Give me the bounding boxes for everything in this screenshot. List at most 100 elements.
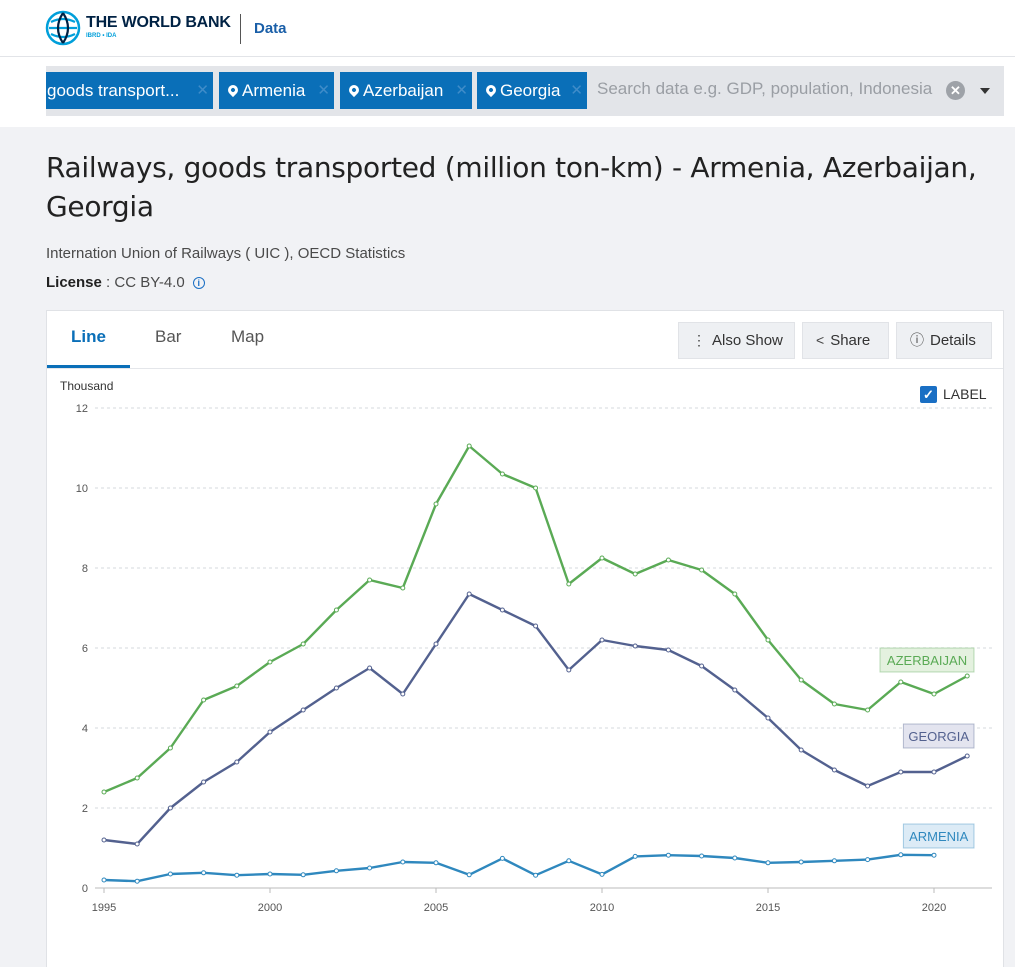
brand-subtitle: IBRD • IDA bbox=[86, 33, 117, 39]
chart-tabbar: Line Bar Map ⋮ Also Show < Share ⓘ Details bbox=[47, 311, 1003, 369]
series-label-box bbox=[902, 723, 975, 749]
y-axis-unit-label: Thousand bbox=[60, 379, 114, 393]
series-line-azerbaijan bbox=[103, 444, 968, 794]
data-section-link[interactable]: Data bbox=[254, 20, 287, 37]
data-point bbox=[898, 679, 904, 685]
data-point bbox=[798, 859, 804, 865]
label-checkbox[interactable]: ✓ bbox=[920, 386, 937, 403]
data-point bbox=[765, 860, 771, 866]
data-point bbox=[466, 443, 472, 449]
chip-indicator[interactable]: goods transport... ✕ bbox=[46, 72, 213, 109]
data-point bbox=[632, 853, 638, 859]
y-tick-label: 0 bbox=[82, 883, 88, 895]
x-tick-label: 2015 bbox=[756, 902, 780, 914]
info-circle-icon: ⓘ bbox=[910, 332, 924, 348]
details-button[interactable]: ⓘ Details bbox=[896, 322, 992, 359]
y-tick-label: 8 bbox=[82, 563, 88, 575]
data-point bbox=[267, 659, 273, 665]
chip-armenia-label: Armenia bbox=[242, 81, 306, 100]
remove-chip-icon[interactable]: ✕ bbox=[455, 82, 468, 99]
top-navigation-bar: THE WORLD BANK IBRD • IDA Data bbox=[0, 0, 1015, 57]
data-point bbox=[167, 871, 173, 877]
data-point bbox=[798, 677, 804, 683]
y-tick-label: 4 bbox=[82, 723, 88, 735]
info-icon[interactable]: i bbox=[192, 277, 205, 289]
data-point bbox=[831, 701, 837, 707]
also-show-button[interactable]: ⋮ Also Show bbox=[678, 322, 795, 359]
brand-name[interactable]: THE WORLD BANK bbox=[86, 14, 231, 31]
series-label: ARMENIA bbox=[909, 829, 969, 844]
search-input[interactable]: Search data e.g. GDP, population, Indone… bbox=[597, 79, 933, 98]
data-point bbox=[234, 683, 240, 689]
chip-georgia-label: Georgia bbox=[500, 81, 561, 100]
y-tick-label: 6 bbox=[82, 643, 88, 655]
tab-map[interactable]: Map bbox=[231, 327, 265, 346]
data-point bbox=[765, 715, 771, 721]
world-bank-globe-icon[interactable] bbox=[45, 10, 81, 46]
x-tick-label: 2010 bbox=[590, 902, 614, 914]
data-point bbox=[865, 707, 871, 713]
data-point bbox=[665, 557, 671, 563]
data-point bbox=[699, 567, 705, 573]
x-tick-label: 1995 bbox=[92, 902, 116, 914]
data-point bbox=[134, 841, 140, 847]
data-point bbox=[931, 852, 937, 858]
data-point bbox=[533, 872, 539, 878]
series-label-box bbox=[879, 647, 975, 673]
data-point bbox=[433, 641, 439, 647]
data-point bbox=[599, 871, 605, 877]
more-vertical-icon: ⋮ bbox=[692, 332, 706, 348]
chart-card: Line Bar Map ⋮ Also Show < Share ⓘ Details bbox=[46, 310, 1004, 967]
data-point bbox=[333, 607, 339, 613]
tab-line[interactable]: Line bbox=[71, 327, 106, 346]
data-point bbox=[300, 641, 306, 647]
data-point bbox=[566, 667, 572, 673]
data-point bbox=[433, 860, 439, 866]
data-point bbox=[699, 853, 705, 859]
chip-armenia[interactable]: Armenia ✕ bbox=[219, 72, 334, 109]
chip-azerbaijan-label: Azerbaijan bbox=[363, 81, 444, 100]
data-point bbox=[201, 779, 207, 785]
data-point bbox=[300, 707, 306, 713]
remove-chip-icon[interactable]: ✕ bbox=[570, 82, 583, 99]
series-label-box bbox=[902, 823, 975, 849]
x-tick-label: 2000 bbox=[258, 902, 282, 914]
data-point bbox=[367, 665, 373, 671]
series-label: GEORGIA bbox=[908, 729, 969, 744]
clear-search-icon[interactable]: ✕ bbox=[946, 81, 965, 100]
x-tick-label: 2005 bbox=[424, 902, 448, 914]
data-point bbox=[931, 691, 937, 697]
data-point bbox=[167, 805, 173, 811]
data-point bbox=[599, 555, 605, 561]
data-point bbox=[964, 673, 970, 679]
remove-chip-icon[interactable]: ✕ bbox=[317, 82, 330, 99]
license-info: License : CC BY-4.0 i bbox=[46, 274, 205, 291]
remove-chip-icon[interactable]: ✕ bbox=[196, 82, 209, 99]
data-point bbox=[898, 852, 904, 858]
header-divider bbox=[240, 14, 241, 44]
data-point bbox=[599, 637, 605, 643]
caret-down-icon[interactable] bbox=[980, 88, 990, 94]
data-point bbox=[732, 687, 738, 693]
chip-georgia[interactable]: Georgia ✕ bbox=[477, 72, 587, 109]
data-point bbox=[400, 585, 406, 591]
data-point bbox=[433, 501, 439, 507]
license-value[interactable]: : CC BY-4.0 bbox=[101, 274, 185, 291]
data-point bbox=[699, 663, 705, 669]
data-point bbox=[499, 855, 505, 861]
x-tick-label: 2020 bbox=[922, 902, 946, 914]
data-point bbox=[632, 643, 638, 649]
data-point bbox=[798, 747, 804, 753]
tab-bar[interactable]: Bar bbox=[155, 327, 182, 346]
share-button[interactable]: < Share bbox=[802, 322, 889, 359]
data-point bbox=[765, 637, 771, 643]
data-point bbox=[665, 647, 671, 653]
data-point bbox=[300, 872, 306, 878]
data-point bbox=[234, 872, 240, 878]
data-source[interactable]: Internation Union of Railways ( UIC ), O… bbox=[46, 245, 406, 262]
data-point bbox=[101, 837, 107, 843]
chip-azerbaijan[interactable]: Azerbaijan ✕ bbox=[340, 72, 472, 109]
data-point bbox=[898, 769, 904, 775]
also-show-label: Also Show bbox=[712, 332, 783, 349]
